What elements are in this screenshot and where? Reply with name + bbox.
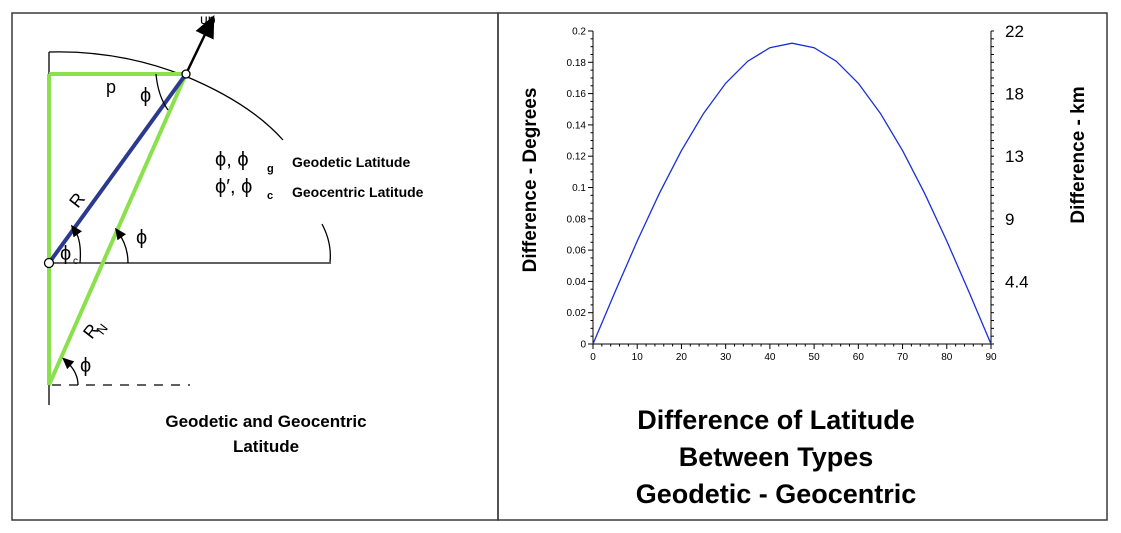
x-tick-label: 10 [632, 352, 644, 363]
angle-arc-center [70, 224, 83, 264]
chart-title-line2: Between Types [679, 442, 874, 472]
y2-tick-label: 9 [1005, 210, 1014, 229]
legend-row2-symbols: ϕ′, ϕ [215, 176, 252, 198]
label-phi-c-sub: c [73, 256, 78, 267]
y-tick-label: 0.02 [567, 308, 587, 319]
y2-tick-label: 13 [1005, 147, 1024, 166]
right-panel-frame [497, 12, 1108, 521]
y2-tick-label: 22 [1005, 22, 1024, 41]
x-tick-label: 80 [941, 352, 953, 363]
series-layer [592, 42, 992, 345]
legend-row2-sub: c [267, 190, 273, 202]
difference-curve [592, 42, 992, 345]
angle-arc-top [155, 73, 169, 111]
x-axis: 0 10 20 30 40 50 60 70 80 90 [590, 344, 997, 363]
label-p: p [106, 77, 116, 97]
y-tick-label: 0.04 [567, 277, 587, 288]
x-tick-label: 90 [985, 352, 997, 363]
plot-frame [592, 31, 992, 345]
y-axis-left: 0 0.02 0.04 0.06 0.08 0.1 0.12 0.14 0.16 0.18 0.2 [567, 27, 593, 351]
y-tick-label: 0.12 [567, 152, 587, 163]
y-tick-label: 0.08 [567, 214, 587, 225]
label-phi-top: ϕ [140, 85, 151, 107]
radius-line [47, 72, 188, 265]
legend-row1-sub: g [267, 163, 274, 175]
y-tick-label: 0.1 [572, 183, 586, 194]
legend-row1-text: Geodetic Latitude [292, 154, 410, 170]
x-tick-label: 0 [590, 352, 596, 363]
surface-point [181, 69, 191, 79]
ellipse-outline-lower [321, 223, 331, 263]
green-normal-line [47, 73, 188, 386]
y-tick-label: 0.16 [567, 89, 587, 100]
label-up: up [200, 11, 216, 27]
latitude-legend: ϕ, ϕ g Geodetic Latitude ϕ′, ϕ c Geocent… [215, 149, 424, 202]
legend-row1-symbols: ϕ, ϕ [215, 149, 249, 171]
x-tick-label: 50 [809, 352, 821, 363]
x-tick-label: 70 [897, 352, 909, 363]
y-axis-label-right: Difference - km [1068, 86, 1089, 223]
angle-arc-normal [114, 227, 129, 264]
label-R: R [65, 189, 89, 212]
chart-title-line3: Geodetic - Geocentric [636, 479, 917, 509]
legend-row2-text: Geocentric Latitude [292, 184, 424, 200]
y-axis-right: 22 18 13 9 4.4 [991, 22, 1029, 345]
y2-tick-label: 4.4 [1005, 272, 1029, 291]
x-tick-label: 40 [764, 352, 776, 363]
y-tick-label: 0.06 [567, 246, 587, 257]
y-tick-label: 0.18 [567, 58, 587, 69]
angle-arc-bottom [62, 357, 79, 386]
y-axis-label-left: Difference - Degrees [520, 88, 541, 273]
center-point [43, 257, 55, 269]
label-phi-bottom: ϕ [80, 355, 91, 377]
latitude-difference-chart: 0 10 20 30 40 50 60 70 80 90 0 0.02 0.04 0.06 0.08 0.1… [520, 22, 1089, 363]
latitude-diagram: up p ϕ R ϕ c ϕ R N ϕ ϕ, ϕ g Geodetic Lat… [43, 11, 424, 456]
up-arrow [184, 14, 215, 75]
label-phi-c: ϕ [60, 243, 71, 265]
chart-title-line1: Difference of Latitude [637, 405, 915, 435]
x-tick-label: 30 [720, 352, 732, 363]
y-tick-label: 0.2 [572, 27, 586, 38]
y-tick-label: 0.14 [567, 120, 587, 131]
x-tick-label: 20 [676, 352, 688, 363]
ellipse-outline [48, 51, 284, 141]
y-tick-label: 0 [580, 340, 586, 351]
left-caption-line1: Geodetic and Geocentric [165, 412, 366, 431]
label-phi-normal: ϕ [136, 227, 147, 249]
x-tick-label: 60 [853, 352, 865, 363]
y2-tick-label: 18 [1005, 85, 1024, 104]
left-caption-line2: Latitude [233, 437, 299, 456]
